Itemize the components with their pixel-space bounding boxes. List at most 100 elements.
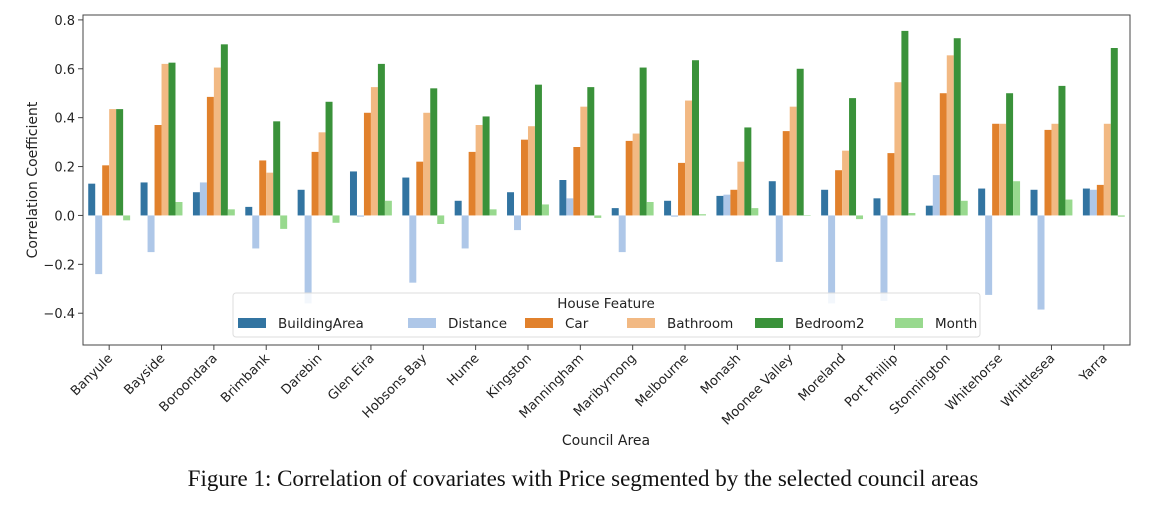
- bar-bedroom2-darebin: [325, 101, 333, 216]
- bar-bathroom-port-phillip: [894, 82, 902, 216]
- y-tick-label: 0.4: [54, 112, 75, 127]
- bar-distance-whittlesea: [1037, 215, 1045, 310]
- bar-month-glen-eira: [384, 200, 392, 216]
- bar-car-hobsons-bay: [416, 161, 424, 216]
- bar-bedroom2-hobsons-bay: [430, 88, 438, 216]
- x-axis-label: Council Area: [562, 433, 650, 449]
- bar-car-stonnington: [939, 93, 947, 216]
- bar-bathroom-manningham: [580, 106, 588, 216]
- bar-car-brimbank: [259, 160, 267, 216]
- legend-swatch-icon: [525, 318, 553, 328]
- bar-buildingarea-moreland: [821, 189, 829, 216]
- x-tick-label: Moreland: [796, 351, 849, 404]
- bar-month-brimbank: [280, 215, 288, 229]
- bar-month-port-phillip: [908, 213, 916, 216]
- bar-car-yarra: [1096, 184, 1104, 216]
- bar-bedroom2-manningham: [587, 87, 595, 216]
- bar-month-moreland: [856, 215, 864, 220]
- bar-bathroom-stonnington: [946, 55, 954, 216]
- bar-month-moonee-valley: [803, 215, 811, 216]
- bar-bathroom-moonee-valley: [789, 106, 797, 216]
- bar-buildingarea-monash: [716, 195, 724, 216]
- bar-bedroom2-hume: [482, 116, 490, 216]
- bar-car-moonee-valley: [782, 131, 790, 216]
- bar-bathroom-moreland: [842, 150, 850, 216]
- bar-distance-brimbank: [252, 215, 260, 249]
- bar-car-whittlesea: [1044, 129, 1052, 216]
- bar-month-whitehorse: [1013, 181, 1021, 216]
- bar-buildingarea-darebin: [297, 189, 305, 216]
- legend: House Feature BuildingArea Distance Car Bat…: [232, 292, 981, 338]
- legend-label: Bedroom2: [795, 316, 865, 332]
- bar-bedroom2-moreland: [849, 98, 857, 216]
- bar-bedroom2-whitehorse: [1006, 93, 1014, 216]
- bar-bathroom-whittlesea: [1051, 123, 1059, 216]
- y-tick-label: −0.2: [43, 258, 75, 273]
- legend-swatch-icon: [408, 318, 436, 328]
- bar-distance-hobsons-bay: [409, 215, 417, 283]
- bar-buildingarea-melbourne: [664, 200, 672, 216]
- bar-buildingarea-port-phillip: [873, 198, 881, 216]
- bar-month-manningham: [594, 215, 602, 218]
- legend-swatch-icon: [238, 318, 266, 328]
- bar-bedroom2-banyule: [116, 109, 124, 216]
- bar-month-yarra: [1117, 215, 1125, 217]
- bar-car-banyule: [102, 165, 110, 216]
- bar-bathroom-boroondara: [213, 67, 221, 216]
- legend-swatch-icon: [895, 318, 923, 328]
- legend-label: Distance: [448, 316, 507, 332]
- bar-buildingarea-whitehorse: [978, 188, 986, 216]
- y-axis-label: Correlation Coefficient: [25, 101, 41, 258]
- legend-swatch-icon: [755, 318, 783, 328]
- figure-caption: Figure 1: Correlation of covariates with…: [187, 466, 979, 491]
- bar-month-darebin: [332, 215, 340, 223]
- bar-car-bayside: [154, 125, 162, 216]
- legend-swatch-icon: [627, 318, 655, 328]
- x-tick-label: Monash: [698, 351, 744, 397]
- bar-bedroom2-boroondara: [220, 44, 228, 216]
- bar-bedroom2-moonee-valley: [796, 68, 804, 216]
- bar-buildingarea-yarra: [1082, 188, 1090, 216]
- legend-label: BuildingArea: [278, 316, 364, 332]
- bar-month-hume: [489, 209, 497, 216]
- bar-distance-hume: [461, 215, 469, 249]
- bar-distance-darebin: [304, 215, 312, 304]
- bar-buildingarea-stonnington: [925, 205, 933, 216]
- bar-bedroom2-port-phillip: [901, 30, 909, 216]
- x-tick-label: Banyule: [68, 351, 116, 399]
- bar-car-darebin: [311, 151, 319, 216]
- bar-distance-kingston: [514, 215, 521, 231]
- bar-buildingarea-boroondara: [192, 192, 200, 216]
- legend-title: House Feature: [557, 296, 655, 312]
- bar-buildingarea-brimbank: [245, 206, 253, 216]
- bar-bedroom2-kingston: [534, 84, 542, 216]
- bar-bathroom-monash: [737, 161, 745, 216]
- bar-bedroom2-maribyrnong: [639, 67, 647, 216]
- bar-buildingarea-banyule: [88, 183, 96, 216]
- bar-buildingarea-manningham: [559, 180, 567, 216]
- bar-bathroom-yarra: [1103, 123, 1111, 216]
- legend-label: Bathroom: [667, 316, 733, 332]
- bar-distance-bayside: [147, 215, 155, 253]
- bar-month-monash: [751, 208, 759, 216]
- bar-bathroom-hobsons-bay: [423, 112, 431, 216]
- y-tick-label: 0.0: [54, 209, 75, 224]
- bar-distance-yarra: [1089, 189, 1097, 216]
- bar-bathroom-banyule: [109, 109, 117, 216]
- bar-buildingarea-hume: [454, 200, 462, 216]
- x-tick-label: Hume: [444, 351, 482, 389]
- legend-label: Month: [935, 316, 977, 332]
- bar-buildingarea-hobsons-bay: [402, 177, 410, 216]
- bar-distance-banyule: [95, 215, 103, 275]
- bar-distance-glen-eira: [356, 215, 364, 217]
- x-tick-label: Bayside: [122, 351, 169, 398]
- bar-month-kingston: [541, 204, 549, 216]
- bar-bedroom2-bayside: [168, 62, 176, 216]
- bar-month-boroondara: [227, 209, 235, 216]
- bar-bathroom-brimbank: [266, 172, 274, 216]
- bar-bathroom-kingston: [527, 126, 535, 216]
- bar-distance-port-phillip: [880, 215, 888, 301]
- bar-buildingarea-glen-eira: [349, 171, 357, 216]
- bar-distance-moonee-valley: [775, 215, 783, 262]
